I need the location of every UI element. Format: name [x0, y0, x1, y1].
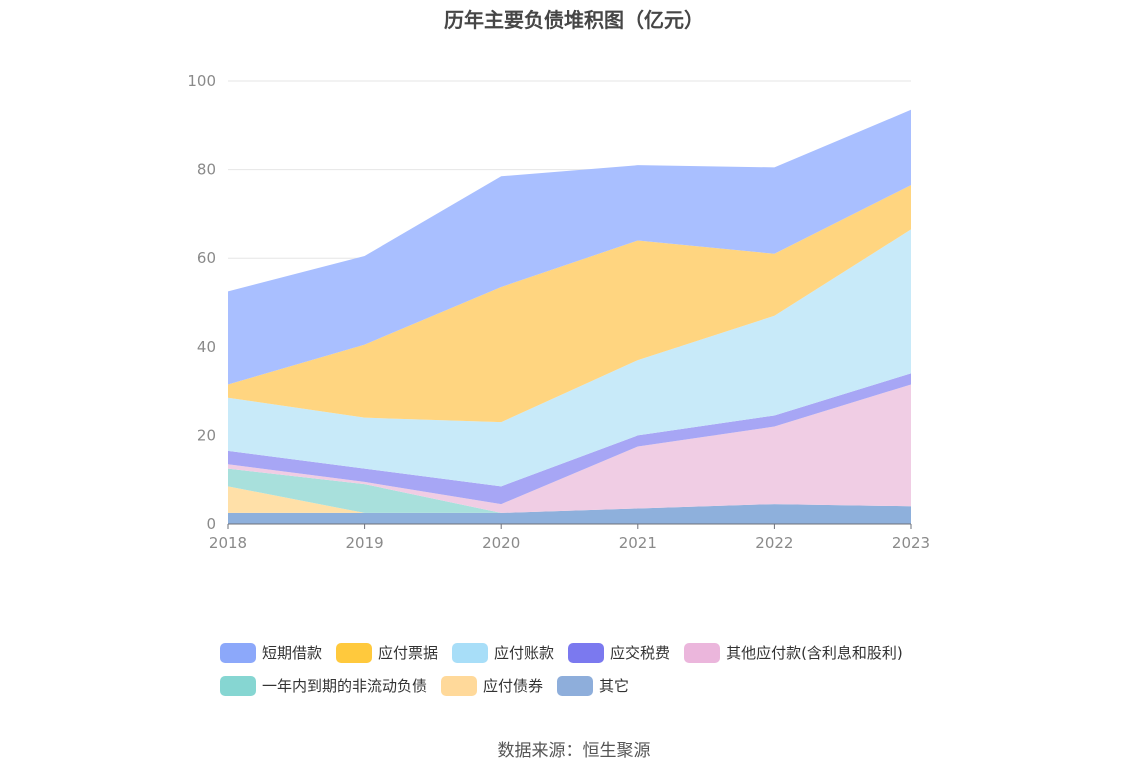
area-series [228, 486, 911, 513]
legend-row-1: 短期借款 应付票据 应付账款 应交税费 其他应付款(含利息和股利) [220, 636, 960, 669]
axes: 0 20 40 60 80 100 2018 2019 2020 2021 2022 2023 [187, 72, 930, 552]
data-source: 数据来源：恒生聚源 [497, 741, 651, 761]
area-series [228, 109, 911, 385]
y-tick-label: 20 [197, 426, 216, 444]
legend-row-2: 一年内到期的非流动负债 应付债券 其它 [220, 669, 960, 702]
y-tick-label: 100 [187, 72, 216, 90]
legend-item-short-term-loans[interactable]: 短期借款 [220, 642, 322, 663]
legend-swatch [684, 642, 721, 663]
legend-swatch [441, 675, 478, 696]
legend-swatch [336, 642, 373, 663]
legend-item-notes-payable[interactable]: 应付票据 [336, 642, 438, 663]
legend-label: 其他应付款(含利息和股利) [726, 644, 903, 662]
area-series [228, 229, 911, 487]
y-tick-label: 0 [206, 515, 216, 533]
legend-label: 应付债券 [483, 677, 544, 695]
legend-label: 其它 [599, 677, 630, 695]
area-series [228, 468, 911, 513]
legend-item-taxes-payable[interactable]: 应交税费 [568, 642, 670, 663]
legend-item-current-noncurrent-liabilities[interactable]: 一年内到期的非流动负债 [220, 675, 427, 696]
legend-swatch [557, 675, 594, 696]
legend-label: 短期借款 [262, 644, 323, 662]
x-tick-label: 2018 [209, 534, 247, 552]
x-tick-label: 2021 [619, 534, 657, 552]
legend-label: 应付账款 [494, 644, 555, 662]
area-series [228, 384, 911, 513]
stacked-areas [228, 109, 911, 524]
x-tick-label: 2019 [346, 534, 384, 552]
legend-label: 一年内到期的非流动负债 [262, 677, 428, 695]
x-tick-label: 2023 [892, 534, 930, 552]
area-series [228, 185, 911, 423]
y-tick-label: 80 [197, 161, 216, 179]
x-tick-label: 2020 [482, 534, 520, 552]
y-tick-label: 40 [197, 338, 216, 356]
area-series [228, 504, 911, 524]
chart-title: 历年主要负债堆积图（亿元） [444, 8, 704, 32]
legend-item-other-payables[interactable]: 其他应付款(含利息和股利) [684, 642, 903, 663]
y-tick-label: 60 [197, 249, 216, 267]
legend-item-other[interactable]: 其它 [557, 675, 629, 696]
legend-label: 应交税费 [610, 644, 671, 662]
legend-swatch [568, 642, 605, 663]
chart-legend: 短期借款 应付票据 应付账款 应交税费 其他应付款(含利息和股利) 一年内到期的… [220, 636, 960, 702]
legend-item-bonds-payable[interactable]: 应付债券 [441, 675, 543, 696]
legend-swatch [220, 642, 256, 663]
legend-label: 应付票据 [378, 644, 439, 662]
legend-swatch [452, 642, 489, 663]
legend-swatch [220, 675, 256, 696]
legend-item-accounts-payable[interactable]: 应付账款 [452, 642, 554, 663]
x-tick-label: 2022 [755, 534, 793, 552]
